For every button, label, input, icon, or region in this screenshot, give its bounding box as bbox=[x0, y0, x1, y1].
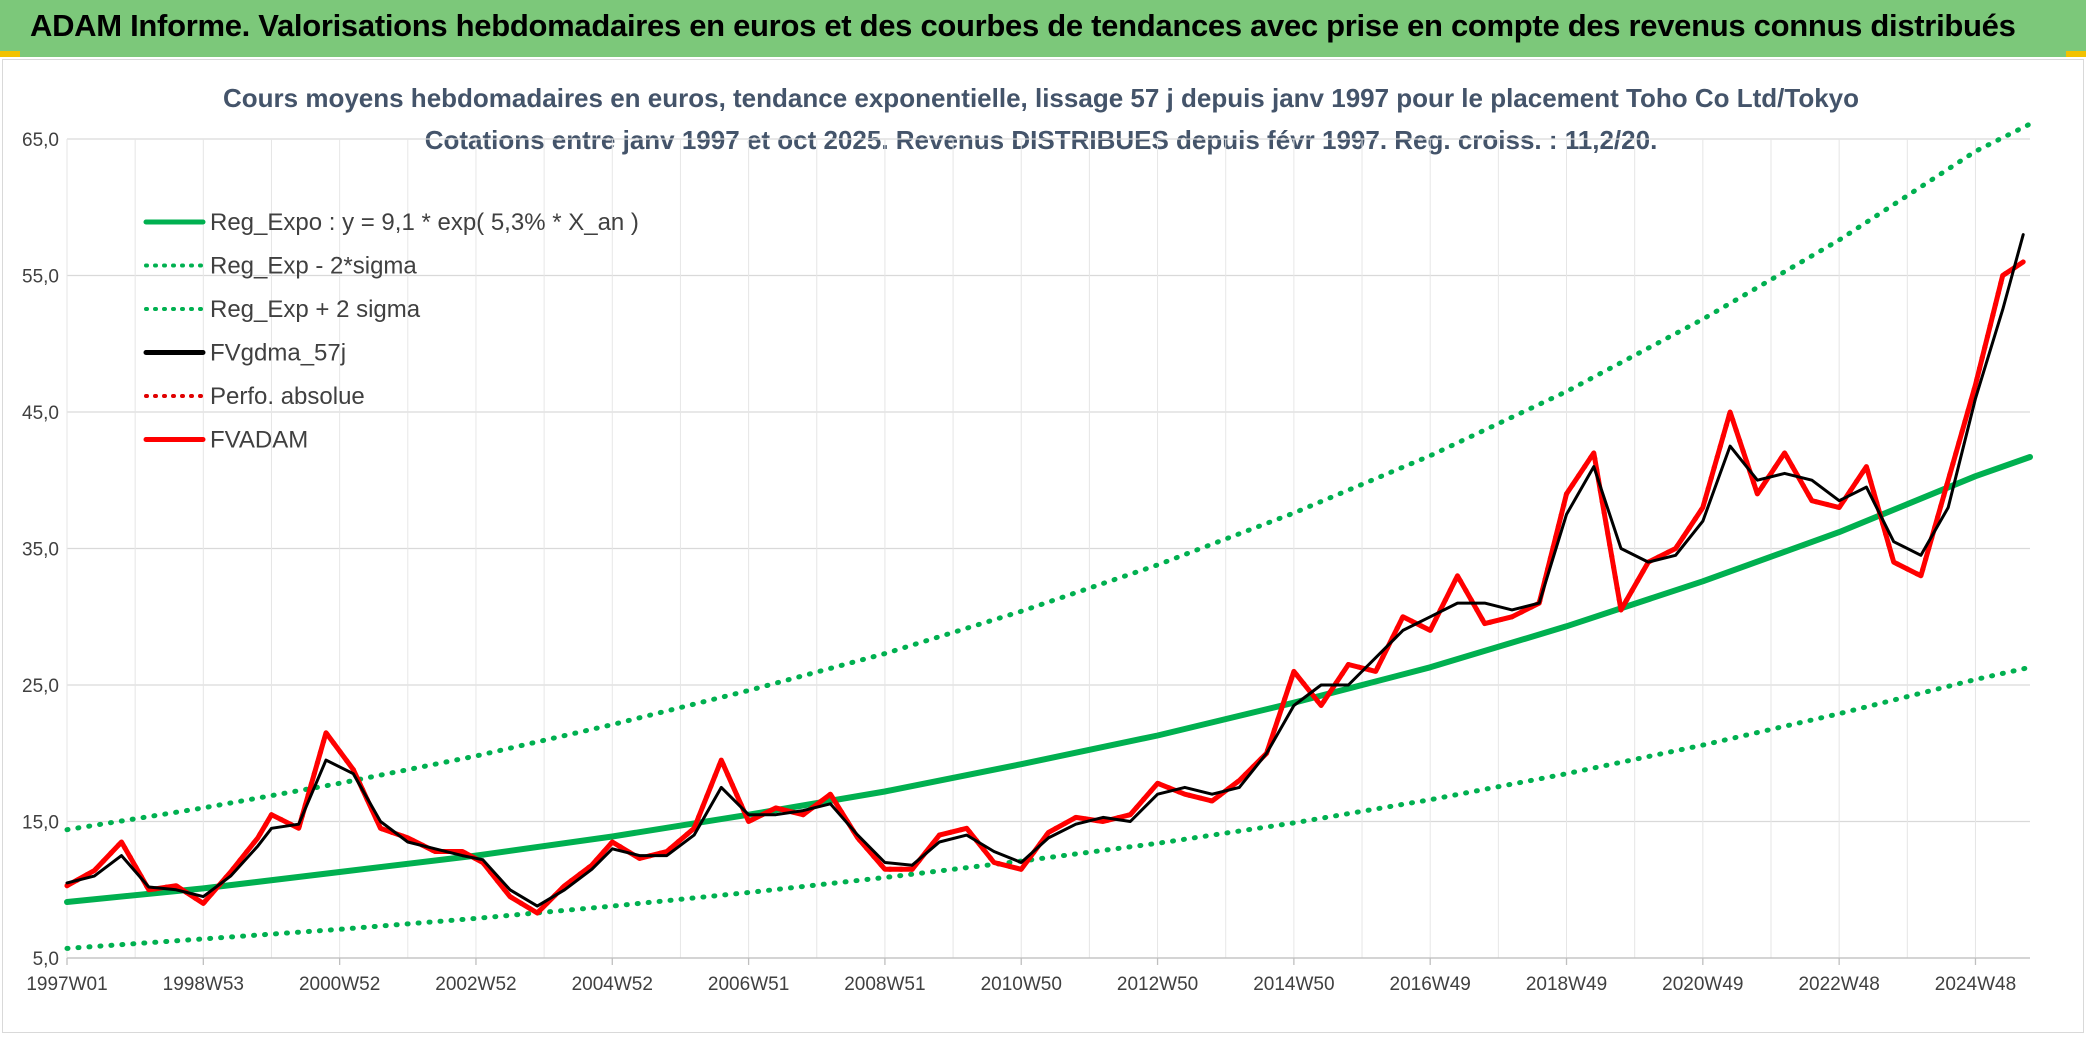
chart-area: Cours moyens hebdomadaires en euros, ten… bbox=[2, 59, 2084, 1033]
x-tick-label: 2004W52 bbox=[572, 974, 653, 995]
x-tick-label: 2022W48 bbox=[1798, 974, 1879, 995]
x-tick-label: 2000W52 bbox=[299, 974, 380, 995]
x-tick-label: 2016W49 bbox=[1390, 974, 1471, 995]
series-line-4 bbox=[64, 259, 2026, 916]
chart-title: Cours moyens hebdomadaires en euros, ten… bbox=[223, 83, 1859, 113]
legend-label: Perfo. absolue bbox=[210, 383, 365, 410]
banner-title: ADAM Informe. Valorisations hebdomadaire… bbox=[30, 8, 2016, 43]
corner-marker-right bbox=[2066, 51, 2086, 57]
y-tick-label: 65,0 bbox=[22, 130, 59, 151]
legend: Reg_Expo : y = 9,1 * exp( 5,3% * X_an ) R… bbox=[143, 209, 639, 454]
x-tick-label: 1997W01 bbox=[26, 974, 107, 995]
legend-label: Reg_Expo : y = 9,1 * exp( 5,3% * X_an ) bbox=[210, 209, 639, 236]
series-line-3 bbox=[65, 233, 2025, 908]
x-tick-label: 2014W50 bbox=[1253, 974, 1334, 995]
x-tick-label: 1998W53 bbox=[163, 974, 244, 995]
series-line-1 bbox=[64, 664, 2033, 951]
y-tick-label: 15,0 bbox=[22, 813, 59, 834]
series-layer bbox=[64, 121, 2033, 951]
corner-marker-left bbox=[0, 51, 20, 57]
chart-svg: Cours moyens hebdomadaires en euros, ten… bbox=[22, 83, 2033, 995]
y-tick-label: 55,0 bbox=[22, 267, 59, 288]
legend-label: FVgdma_57j bbox=[210, 340, 346, 367]
legend-label: Reg_Exp + 2 sigma bbox=[210, 296, 421, 323]
x-tick-label: 2018W49 bbox=[1526, 974, 1607, 995]
y-tick-label: 5,0 bbox=[33, 949, 59, 970]
legend-label: Reg_Exp - 2*sigma bbox=[210, 253, 417, 280]
series-line-5 bbox=[64, 259, 2026, 916]
series-line-2 bbox=[64, 121, 2033, 833]
y-tick-label: 25,0 bbox=[22, 676, 59, 697]
x-tick-label: 2010W50 bbox=[981, 974, 1062, 995]
y-tick-label: 45,0 bbox=[22, 403, 59, 424]
x-tick-label: 2002W52 bbox=[435, 974, 516, 995]
report-banner: ADAM Informe. Valorisations hebdomadaire… bbox=[0, 0, 2086, 57]
legend-label: FVADAM bbox=[210, 427, 308, 454]
series-line-0 bbox=[64, 454, 2033, 905]
chart-subtitle: Cotations entre janv 1997 et oct 2025. R… bbox=[425, 125, 1658, 155]
tick-layer: 5,0 15,0 25,0 35,0 45,0 55,0 65,0 1997W01 1998W5… bbox=[22, 130, 2016, 995]
x-tick-label: 2020W49 bbox=[1662, 974, 1743, 995]
x-tick-label: 2008W51 bbox=[844, 974, 925, 995]
x-tick-label: 2006W51 bbox=[708, 974, 789, 995]
x-tick-label: 2024W48 bbox=[1935, 974, 2016, 995]
y-tick-label: 35,0 bbox=[22, 540, 59, 561]
x-tick-label: 2012W50 bbox=[1117, 974, 1198, 995]
